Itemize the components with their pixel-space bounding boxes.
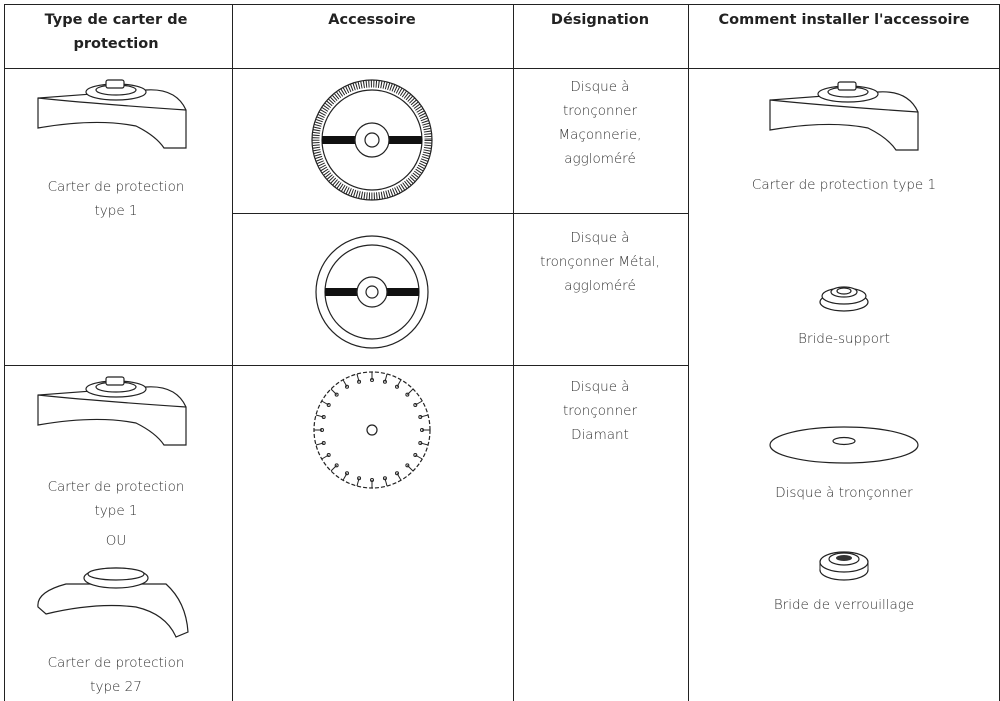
guard-type-1-icon: [37, 79, 187, 149]
separator: OU: [105, 533, 127, 549]
disc-slot-end: [395, 471, 399, 476]
guard-label: type 1: [94, 503, 138, 519]
diamond-disc-icon: [313, 371, 431, 489]
disc-slot-end: [345, 384, 349, 389]
disc-slot-end: [413, 403, 418, 407]
install-label: Carter de protection type 1: [751, 177, 937, 193]
guard-label: Carter de protection: [47, 479, 185, 495]
designation-line: Disque à: [570, 79, 630, 95]
masonry-disc-icon: [311, 79, 433, 201]
designation-line: Maçonnerie,: [558, 127, 642, 143]
disc-slot-end: [321, 440, 326, 445]
install-label: Bride de verrouillage: [773, 597, 915, 613]
cutting-disc-icon: [769, 426, 919, 464]
header-cell: Accessoire: [328, 12, 416, 28]
disc-slot-end: [370, 478, 374, 482]
disc-slot-end: [382, 379, 387, 384]
disc-slot-end: [418, 440, 423, 445]
designation-line: aggloméré: [564, 151, 636, 167]
install-label: Disque à tronçonner: [775, 485, 913, 501]
disc-slot-end: [420, 428, 424, 432]
disc-slot-end: [326, 453, 331, 457]
disc-slot-end: [345, 471, 349, 476]
disc-slot-end: [326, 403, 331, 407]
designation-line: Diamant: [571, 427, 629, 443]
disc-slot-end: [370, 378, 374, 382]
disc-slot-end: [321, 415, 326, 420]
disc-slot-end: [334, 463, 339, 468]
guard-label: Carter de protection: [47, 655, 185, 671]
header-cell: Comment installer l'accessoire: [718, 12, 970, 28]
disc-slot-end: [357, 476, 362, 481]
designation-line: tronçonner: [562, 403, 638, 419]
support-flange-icon: [819, 286, 869, 312]
install-label: Bride-support: [798, 331, 890, 347]
designation-line: tronçonner Métal,: [540, 254, 660, 270]
guard-label: type 27: [90, 679, 142, 695]
disc-slot-end: [418, 415, 423, 420]
header-cell: Type de carter de: [44, 12, 188, 28]
designation-line: aggloméré: [564, 278, 636, 294]
disc-slot-end: [334, 392, 339, 397]
disc-slot-end: [405, 392, 410, 397]
header-cell: Désignation: [550, 12, 650, 28]
guard-label: Carter de protection: [47, 179, 185, 195]
guard-label: type 1: [94, 203, 138, 219]
designation-line: tronçonner: [562, 103, 638, 119]
metal-disc-icon: [315, 235, 429, 349]
disc-slot-end: [405, 463, 410, 468]
designation-line: Disque à: [570, 379, 630, 395]
locking-flange-icon: [819, 551, 869, 581]
header-cell: protection: [73, 36, 159, 52]
disc-slot-end: [413, 453, 418, 457]
guard-type-1-icon: [769, 81, 919, 151]
disc-slot-end: [382, 476, 387, 481]
guard-type-27-icon: [37, 567, 189, 638]
guard-type-1-icon: [37, 376, 187, 446]
disc-slot-end: [320, 428, 324, 432]
disc-slot-end: [357, 379, 362, 384]
designation-line: Disque à: [570, 230, 630, 246]
disc-slot-end: [395, 384, 399, 389]
